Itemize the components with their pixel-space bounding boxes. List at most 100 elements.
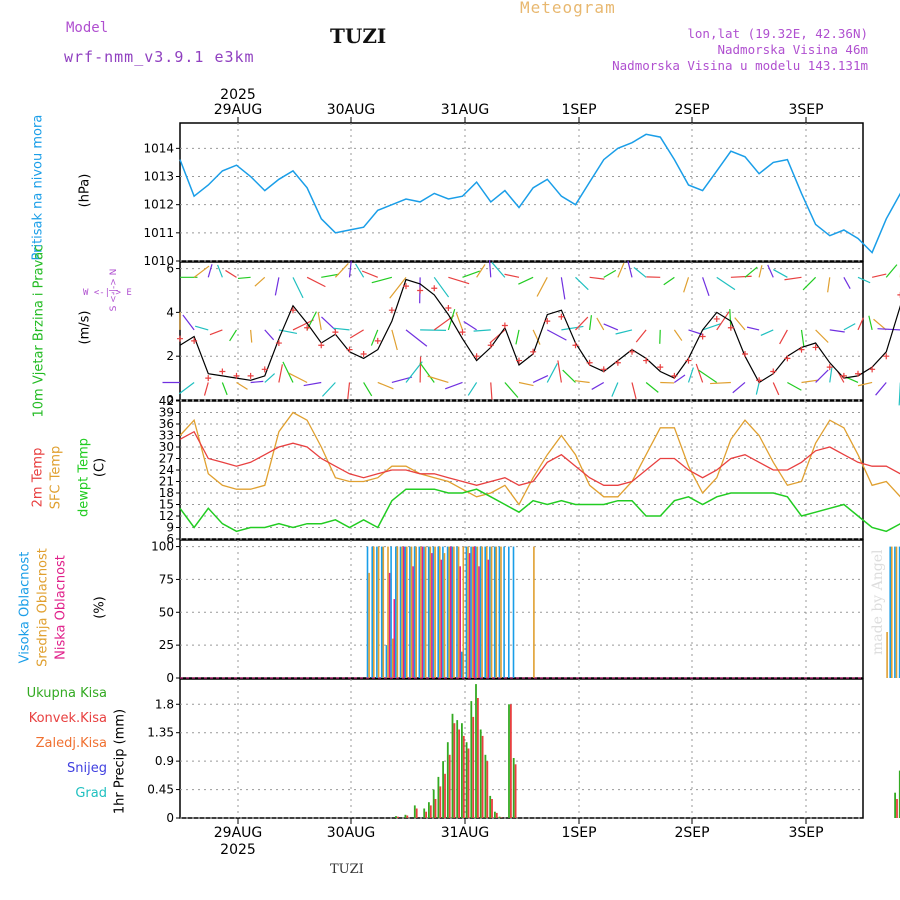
- cloud-bar: [415, 546, 417, 678]
- wind-direction-arrow: [857, 276, 871, 284]
- wind-direction-arrow: [562, 369, 576, 383]
- precip-conv-bar: [429, 805, 432, 818]
- dewpt-line: [179, 488, 900, 533]
- cloud-bar: [409, 546, 411, 678]
- wind-gust-marker: [812, 344, 819, 351]
- cloud-bar: [456, 546, 458, 678]
- wind-direction-arrow: [589, 276, 605, 280]
- wind-direction-arrow: [250, 329, 253, 343]
- precip-conv-bar: [462, 735, 465, 818]
- y-tick-label: 42: [159, 394, 174, 408]
- wind-gust-marker: [572, 342, 579, 349]
- wind-direction-arrow: [716, 276, 736, 291]
- wind-direction-arrow: [773, 269, 788, 278]
- wind-gust-marker: [699, 333, 706, 340]
- cloud-bar: [462, 546, 465, 678]
- wind-direction-arrow: [772, 382, 780, 396]
- wind-speed-line: [179, 278, 900, 384]
- y-tick-label: 18: [159, 486, 174, 500]
- wind-direction-arrow: [557, 360, 562, 383]
- precip-total-bar: [428, 802, 430, 818]
- cloud-bar: [440, 559, 443, 678]
- y-tick-label: 1012: [143, 198, 174, 212]
- wind-direction-arrow: [635, 329, 647, 343]
- precip-total-bar: [508, 704, 510, 818]
- cloud-bar: [368, 572, 370, 678]
- wind-direction-arrow: [603, 323, 619, 331]
- wind-direction-arrow: [683, 277, 690, 293]
- wind-gust-marker: [671, 372, 678, 379]
- cloud-bar: [459, 566, 461, 678]
- wind-direction-arrow: [448, 276, 470, 285]
- wind-direction-arrow: [225, 269, 237, 278]
- precip-total-bar: [894, 792, 896, 818]
- y-tick-label: 27: [159, 452, 174, 466]
- wind-direction-arrow: [221, 382, 228, 396]
- y-tick-label: 39: [159, 406, 174, 420]
- wind-gust-marker: [600, 366, 607, 373]
- cloud-bar: [385, 645, 388, 678]
- altitude-label: Nadmorska Visina 46m: [717, 42, 868, 57]
- wind-direction-arrow: [518, 276, 534, 285]
- cloud-bar: [401, 546, 403, 678]
- wind-gust-marker: [219, 368, 226, 375]
- wind-direction-arrow: [182, 314, 195, 331]
- y-tick-label: 0.9: [155, 754, 174, 768]
- wind-direction-arrow: [445, 381, 463, 390]
- cloud-bar: [886, 632, 888, 678]
- wind-direction-arrow: [591, 381, 605, 390]
- wind-direction-arrow: [532, 375, 549, 384]
- y-tick-label: 15: [159, 498, 174, 512]
- wind-gust-marker: [713, 315, 720, 322]
- cloud-bar: [475, 546, 477, 678]
- wind-direction-arrow: [596, 317, 605, 331]
- wind-direction-arrow: [473, 329, 491, 332]
- cloud-bar: [895, 546, 898, 678]
- wind-gust-marker: [629, 348, 635, 355]
- cloud-bar: [533, 546, 535, 678]
- wind-gust-marker: [897, 291, 900, 298]
- wind-direction-arrow: [288, 372, 308, 384]
- cloud-bar: [487, 559, 490, 678]
- date-label-top: 29AUG: [214, 102, 263, 118]
- cloud-bar: [404, 546, 406, 678]
- wind-direction-arrow: [800, 329, 805, 348]
- y-tick-label: 21: [159, 475, 174, 489]
- wind-gust-marker: [530, 348, 537, 355]
- cloud-bar: [382, 546, 385, 678]
- y-tick-label: 75: [159, 572, 174, 586]
- wind-direction-arrow: [787, 381, 802, 391]
- compass-we: W <-|-> E: [83, 288, 132, 298]
- wind-direction-arrow: [702, 322, 722, 331]
- wind-direction-arrow: [462, 270, 480, 278]
- precip-conv-bar: [510, 704, 512, 818]
- precip-conv-bar: [439, 786, 442, 818]
- precip-total-bar: [461, 723, 463, 818]
- wind-direction-arrow: [627, 260, 633, 278]
- wind-direction-arrow: [732, 382, 746, 394]
- wind-gust-marker: [417, 287, 424, 294]
- wind-direction-arrow: [207, 264, 213, 278]
- wind-direction-arrow: [303, 381, 322, 387]
- wind-direction-arrow: [868, 315, 873, 331]
- wind-direction-arrow: [371, 276, 393, 284]
- wind-direction-arrow: [405, 361, 423, 383]
- model-altitude-label: Nadmorska Visina u modelu 143.131m: [612, 58, 868, 73]
- wind-gust-marker: [304, 324, 311, 331]
- cloud-bar: [450, 546, 452, 678]
- wind-gust-marker: [290, 307, 296, 314]
- wind-direction-arrow: [433, 276, 450, 298]
- precip-total-bar: [484, 754, 487, 818]
- cloud-bar: [388, 572, 391, 678]
- wind-direction-arrow: [615, 329, 633, 335]
- model-name: wrf-nmm_v3.9.1 e3km: [64, 48, 255, 66]
- wind-direction-arrow: [389, 276, 407, 299]
- cloud-bar: [451, 546, 454, 678]
- y-tick-label: 1013: [143, 170, 174, 184]
- cloud-bar: [421, 546, 424, 678]
- cloud-bar: [489, 546, 491, 678]
- date-label-top: 3SEP: [788, 102, 823, 118]
- wind-direction-arrow: [885, 264, 898, 278]
- cloud-bar: [390, 546, 392, 678]
- wind-gust-marker: [346, 346, 353, 353]
